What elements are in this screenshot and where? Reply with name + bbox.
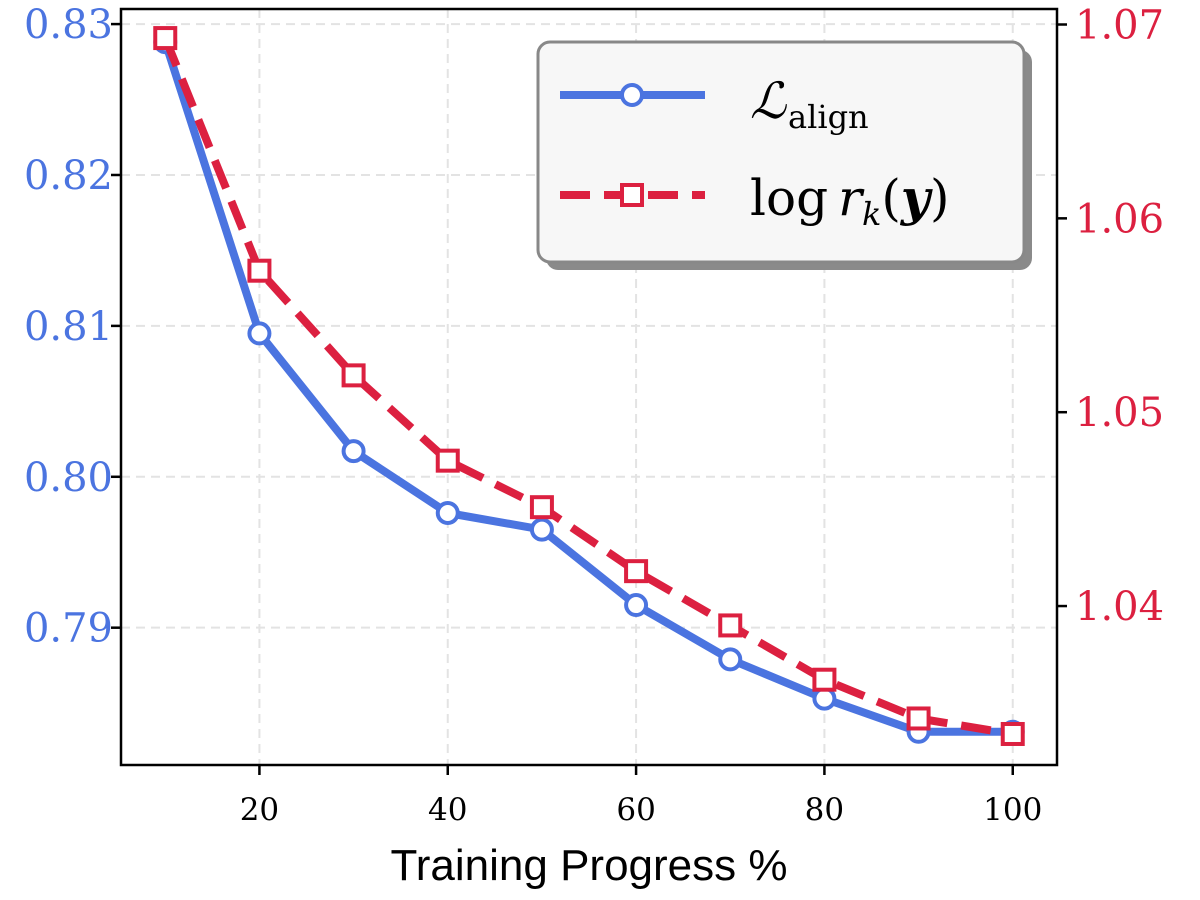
y-right-tick-label: 1.06: [1075, 196, 1164, 242]
legend-label-logrk-arg: y: [900, 168, 933, 227]
data-point-align: [624, 593, 649, 618]
x-axis-label: Training Progress %: [391, 841, 788, 890]
legend-label-align-sub: align: [788, 98, 869, 136]
y-left-tick-label: 0.83: [24, 2, 113, 48]
data-point-align: [247, 321, 272, 346]
legend-label-align: ℒalign: [750, 72, 869, 136]
data-point-logrk: [718, 613, 743, 638]
legend-label-logrk-sub: k: [862, 195, 881, 233]
legend-label-logrk-close: ): [930, 169, 950, 227]
y-right-tick-label: 1.04: [1075, 584, 1164, 630]
y-left-tick-label: 0.81: [24, 304, 113, 350]
data-point-logrk: [247, 258, 272, 283]
data-point-logrk: [435, 448, 460, 473]
data-point-logrk: [906, 706, 931, 731]
x-tick-label: 60: [616, 792, 655, 828]
y-left-tick-label: 0.82: [24, 153, 113, 199]
data-point-logrk: [812, 667, 837, 692]
data-point-logrk: [341, 363, 366, 388]
data-point-align: [341, 439, 366, 464]
legend-label-logrk: log rk(y): [750, 168, 950, 233]
legend: ℒalign log rk(y): [536, 40, 1032, 270]
series: [153, 26, 1025, 746]
data-point-align: [435, 501, 460, 525]
x-tick-label: 20: [240, 792, 279, 828]
series-line-align: [161, 40, 1013, 736]
legend-label-align-main: ℒ: [750, 72, 787, 130]
data-point-align: [529, 517, 554, 542]
legend-marker-logrk: [620, 183, 644, 207]
x-tick-label: 100: [983, 792, 1042, 828]
legend-label-logrk-fn: log: [750, 169, 828, 227]
data-point-logrk: [1000, 721, 1025, 746]
plot-frame: [119, 7, 1059, 767]
y-right-tick-label: 1.07: [1075, 3, 1164, 49]
legend-label-logrk-var: r: [838, 169, 865, 227]
y-left-tick-label: 0.80: [24, 455, 113, 501]
x-tick-label: 40: [428, 792, 467, 828]
legend-marker-align: [620, 83, 644, 107]
data-point-align: [718, 647, 743, 672]
y-left-tick-label: 0.79: [24, 606, 113, 652]
y-right-tick-label: 1.05: [1075, 390, 1164, 436]
ticks: 20 40 60 80 100 0.79 0.80 0.81 0.82 0.83 1.04 1.05 1…: [24, 2, 1164, 828]
data-point-logrk: [624, 559, 649, 584]
x-tick-label: 80: [805, 792, 844, 828]
series-line-logrk: [161, 36, 1014, 738]
data-point-logrk: [529, 495, 554, 520]
data-point-logrk: [153, 26, 178, 51]
legend-label-logrk-open: (: [881, 169, 901, 227]
